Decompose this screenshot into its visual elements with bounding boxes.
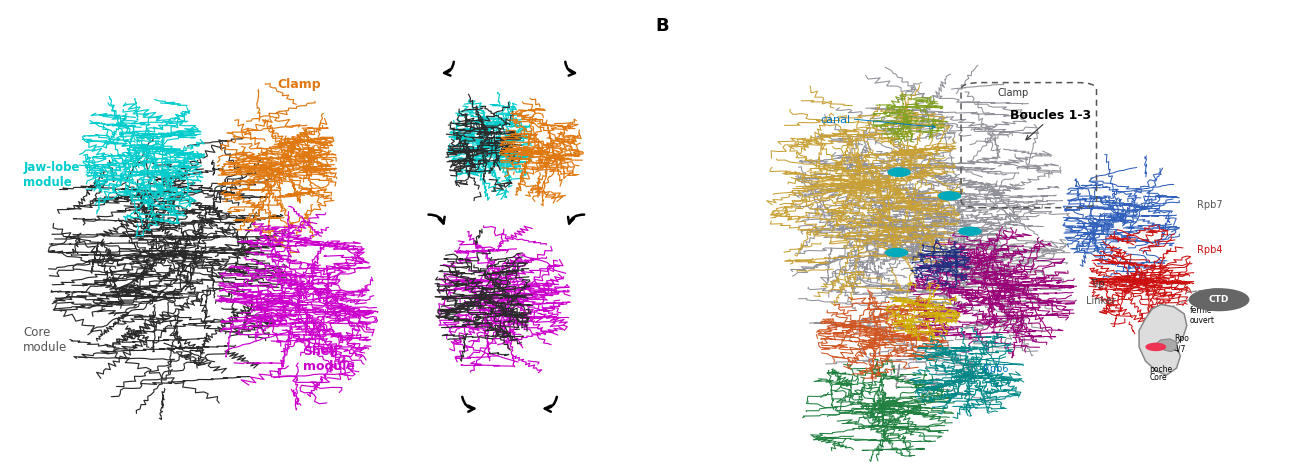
Text: Jaw-lobe
module: Jaw-lobe module (23, 160, 80, 189)
Polygon shape (1155, 339, 1176, 352)
Text: Rpb4: Rpb4 (1197, 245, 1223, 255)
Polygon shape (1139, 304, 1187, 375)
Text: poche: poche (1149, 364, 1173, 374)
Text: Clamp: Clamp (997, 88, 1028, 98)
Text: Rpb6: Rpb6 (983, 364, 1009, 374)
Text: fermé
ouvert: fermé ouvert (1189, 305, 1214, 325)
Text: Rpo
4/7: Rpo 4/7 (1174, 334, 1189, 354)
Circle shape (885, 248, 908, 257)
Circle shape (960, 228, 982, 236)
Text: CTD: CTD (1209, 295, 1229, 304)
Text: canal: canal (820, 115, 850, 126)
Text: Clamp: Clamp (277, 78, 321, 92)
Circle shape (1146, 344, 1165, 350)
Text: Rpb7: Rpb7 (1197, 200, 1223, 211)
Text: B: B (655, 17, 670, 34)
Text: Tip: Tip (1090, 279, 1104, 289)
Circle shape (888, 168, 911, 176)
Text: Shelf
module: Shelf module (303, 345, 355, 373)
Text: Core: Core (1149, 373, 1167, 382)
Circle shape (1189, 289, 1249, 311)
Text: Linker: Linker (1086, 296, 1116, 306)
Text: Core
module: Core module (23, 326, 67, 354)
Text: Boucles 1-3: Boucles 1-3 (1010, 109, 1091, 122)
Circle shape (938, 192, 960, 200)
